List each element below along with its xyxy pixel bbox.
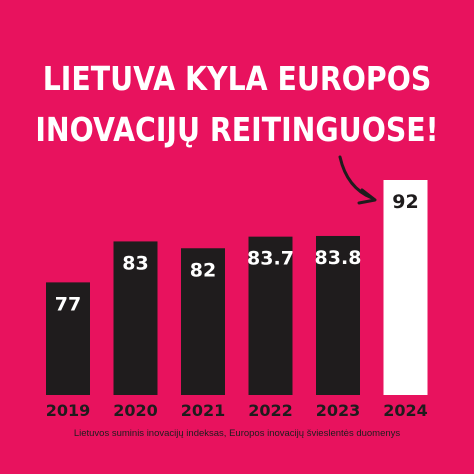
x-tick-label-2024: 2024 xyxy=(383,401,428,420)
value-label-2022: 83.7 xyxy=(247,248,294,270)
x-tick-label-2022: 2022 xyxy=(248,401,293,420)
value-label-2020: 83 xyxy=(122,252,148,274)
source-footnote: Lietuvos suminis inovacijų indeksas, Eur… xyxy=(73,428,401,439)
arrow-head-icon xyxy=(357,188,377,205)
x-tick-label-2021: 2021 xyxy=(181,401,226,420)
arrow-annotation xyxy=(338,155,374,200)
x-tick-label-2020: 2020 xyxy=(113,401,158,420)
bar-2020 xyxy=(113,241,158,395)
value-label-2023: 83.8 xyxy=(315,247,362,269)
bar-2024 xyxy=(383,180,428,395)
x-tick-label-2023: 2023 xyxy=(316,401,361,420)
headline-line-1: LIETUVA KYLA EUROPOS xyxy=(42,59,432,98)
bar-2023 xyxy=(316,235,360,395)
value-label-2024: 92 xyxy=(392,191,418,213)
value-label-2021: 82 xyxy=(190,259,216,281)
value-label-2019: 77 xyxy=(55,293,81,315)
bar-2019 xyxy=(46,282,90,395)
bar-2022 xyxy=(248,236,293,395)
headline-line-2: INOVACIJŲ REITINGUOSE! xyxy=(35,110,439,149)
x-tick-label-2019: 2019 xyxy=(46,401,91,420)
bar-2021 xyxy=(181,248,225,395)
